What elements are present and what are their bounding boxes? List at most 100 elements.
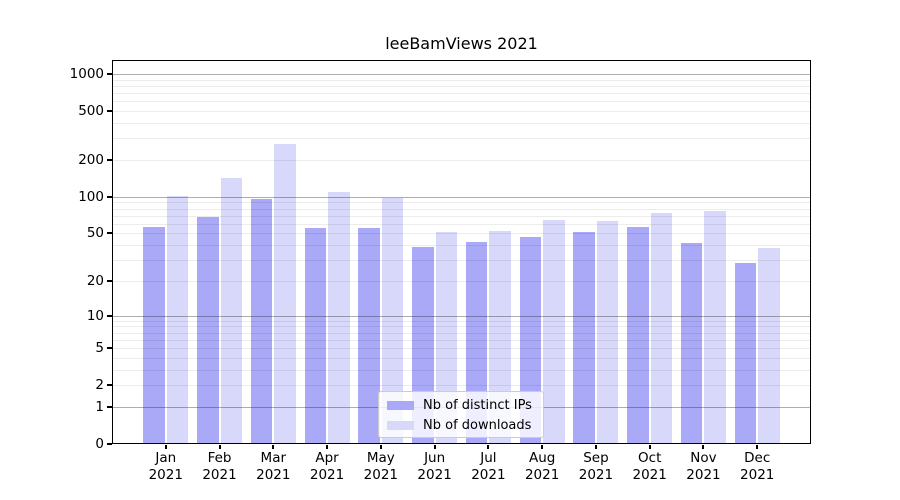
x-tick-label: Jun 2021	[403, 450, 467, 484]
y-tick	[107, 195, 112, 198]
y-tick	[107, 279, 112, 282]
gridline-minor	[113, 160, 810, 161]
x-tick-label: Aug 2021	[510, 450, 574, 484]
x-tick	[433, 445, 436, 449]
x-tick-label: Feb 2021	[188, 450, 252, 484]
gridline-minor	[113, 101, 810, 103]
x-tick	[594, 445, 597, 449]
plot-area	[112, 60, 811, 444]
legend-swatch-downloads	[387, 420, 414, 430]
x-tick	[648, 445, 651, 449]
gridline-minor	[113, 280, 810, 282]
x-tick	[541, 445, 544, 449]
x-tick-label-year: 2021	[148, 467, 183, 483]
x-tick-label-month: Mar	[260, 450, 287, 466]
bar-ips-mar	[250, 198, 273, 443]
gridline-minor	[113, 332, 810, 334]
gridline-minor	[113, 223, 810, 225]
x-tick-label-year: 2021	[686, 467, 721, 483]
y-tick	[107, 159, 112, 161]
y-tick-label: 100	[78, 188, 104, 205]
x-tick-label-year: 2021	[740, 467, 775, 483]
x-tick-label-year: 2021	[632, 467, 667, 483]
x-tick-label-year: 2021	[524, 467, 560, 483]
gridline-minor	[113, 202, 810, 204]
x-tick	[379, 445, 382, 449]
x-tick	[487, 445, 490, 449]
y-tick	[107, 314, 112, 317]
legend-item-distinct-ips: Nb of distinct IPs	[379, 395, 543, 415]
y-tick-label: 10	[86, 307, 104, 324]
gridline-minor	[113, 233, 810, 235]
x-tick-label: Apr 2021	[295, 450, 359, 484]
x-tick-label: Dec 2021	[725, 450, 789, 484]
bar-downloads-may	[381, 198, 404, 443]
gridline-minor	[113, 85, 810, 87]
x-tick-label-month: Jan	[155, 450, 177, 466]
y-tick-label: 50	[86, 225, 104, 242]
y-tick-label: 5	[95, 340, 104, 357]
bar-ips-jan	[143, 227, 165, 443]
x-tick-label-month: Sep	[583, 450, 609, 466]
legend-label-distinct-ips: Nb of distinct IPs	[423, 397, 532, 413]
gridline-minor	[113, 326, 810, 328]
x-tick	[218, 445, 221, 449]
x-tick-label: Sep 2021	[564, 450, 628, 484]
y-tick-label: 1000	[69, 66, 104, 83]
legend-item-downloads: Nb of downloads	[379, 415, 543, 435]
bar-downloads-jan	[166, 195, 189, 443]
x-tick-label-month: Aug	[528, 450, 556, 466]
x-tick-label-year: 2021	[417, 467, 452, 483]
y-tick-label: 20	[86, 272, 104, 289]
x-tick-label-year: 2021	[309, 467, 345, 483]
legend-label-downloads: Nb of downloads	[423, 417, 532, 433]
bar-downloads-nov	[704, 211, 726, 443]
gridline-minor	[113, 245, 810, 247]
x-tick	[272, 445, 275, 449]
y-tick	[107, 347, 112, 350]
bar-ips-apr	[304, 228, 327, 443]
x-tick-label: Nov 2021	[671, 450, 735, 484]
y-tick	[107, 232, 112, 235]
gridline-minor	[113, 320, 810, 322]
gridline-minor	[113, 348, 810, 350]
y-tick-label: 1	[95, 398, 104, 415]
x-tick	[164, 445, 167, 449]
x-tick-label-month: Dec	[744, 450, 771, 466]
x-tick-label: Jan 2021	[134, 450, 198, 484]
bar-downloads-jun	[435, 232, 458, 443]
gridline-minor	[113, 385, 810, 387]
x-tick-label-month: Jun	[424, 450, 446, 466]
x-tick-label-month: Apr	[315, 450, 339, 466]
gridline-minor	[113, 93, 810, 95]
y-tick	[107, 384, 112, 387]
bar-downloads-oct	[650, 212, 673, 443]
x-tick-label-year: 2021	[471, 467, 506, 483]
x-tick-label-year: 2021	[363, 467, 399, 483]
bar-downloads-mar	[274, 144, 296, 443]
legend: Nb of distinct IPs Nb of downloads	[378, 391, 544, 438]
x-tick	[326, 445, 329, 449]
bar-ips-sep	[573, 232, 595, 443]
x-tick-label-month: Oct	[638, 450, 662, 466]
gridline-major	[113, 315, 810, 317]
gridline-major	[113, 196, 810, 198]
gridline-minor	[113, 215, 810, 217]
x-tick-label: May 2021	[349, 450, 413, 484]
x-tick	[702, 445, 705, 449]
x-tick-label: Oct 2021	[618, 450, 682, 484]
gridline-major	[113, 74, 810, 76]
gridline-minor	[113, 208, 810, 210]
x-tick-label-month: Jul	[480, 450, 497, 466]
bar-downloads-feb	[220, 178, 243, 443]
x-tick-label: Mar 2021	[241, 450, 305, 484]
y-tick	[107, 73, 112, 76]
x-tick-label: Jul 2021	[456, 450, 520, 484]
bar-downloads-jul	[489, 231, 511, 443]
bar-downloads-aug	[543, 220, 565, 443]
bar-downloads-dec	[758, 248, 780, 443]
gridline-minor	[113, 123, 810, 125]
gridline-minor	[113, 138, 810, 140]
bar-ips-may	[358, 228, 380, 443]
